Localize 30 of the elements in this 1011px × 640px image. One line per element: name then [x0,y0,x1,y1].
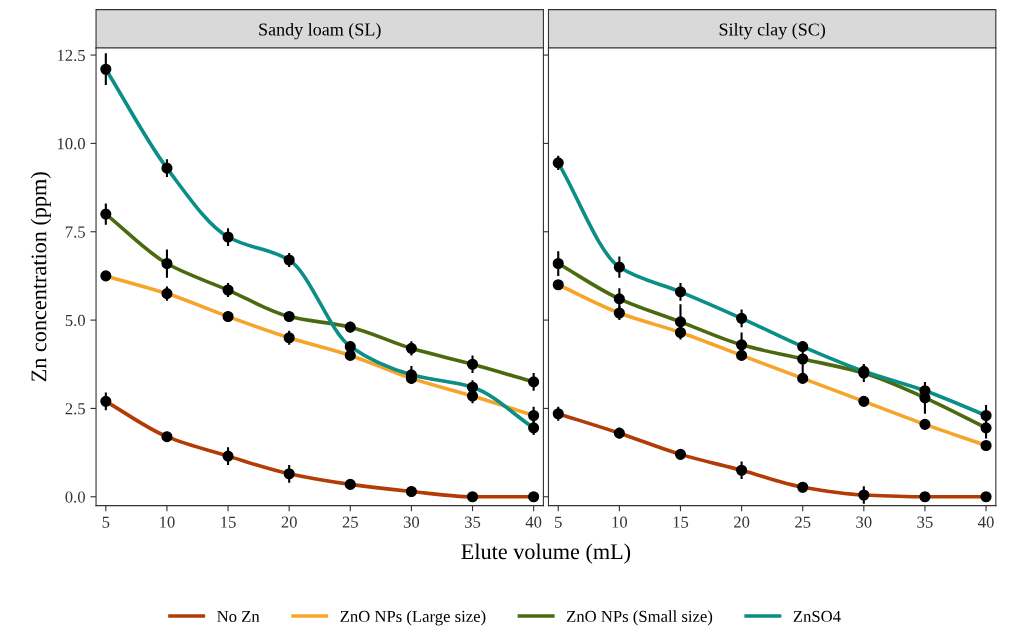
y-tick-label: 2.5 [65,403,85,415]
y-tick-label: 7.5 [65,226,85,238]
legend-label: ZnO NPs (Large size) [340,610,486,626]
y-tick-label: 12.5 [57,49,85,62]
x-tick-label: 15 [673,516,689,528]
x-tick-label: 25 [795,516,811,528]
x-tick-label: 30 [403,516,420,528]
chart-title: Silty clay (SC) [719,22,826,40]
x-tick-label: 35 [917,516,933,528]
x-tick-label: 35 [464,516,481,528]
y-tick-label: 5.0 [65,314,85,327]
x-tick-label: 30 [856,516,872,528]
x-tick-label: 10 [160,516,175,528]
x-tick-label: 20 [733,516,750,528]
chart-title: Sandy loam (SL) [259,22,381,40]
legend-label: ZnSO4 [793,610,841,623]
x-tick-label: 40 [978,516,994,528]
legend-label: No Zn [217,610,260,623]
x-tick-label: 5 [102,516,110,528]
y-tick-label: 0.0 [65,491,85,503]
y-axis-title: Zn concentration (ppm) [30,172,51,382]
legend-label: ZnO NPs (Small size) [566,610,713,626]
x-tick-label: 5 [555,516,562,528]
y-tick-label: 10.0 [57,138,85,150]
x-tick-label: 40 [525,516,542,528]
x-tick-label: 10 [612,516,628,528]
x-tick-label: 25 [342,516,358,528]
x-tick-label: 20 [281,516,297,528]
x-tick-label: 15 [221,516,236,528]
x-axis-title: Elute volume (mL) [461,543,631,564]
